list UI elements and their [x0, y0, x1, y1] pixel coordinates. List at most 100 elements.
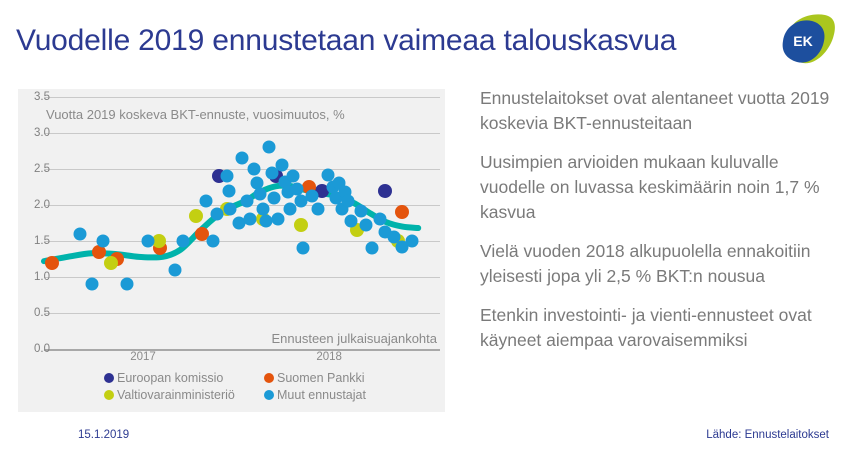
- scatter-point: [405, 234, 419, 248]
- scatter-point: [395, 205, 410, 220]
- scatter-point: [96, 234, 110, 248]
- scatter-point: [365, 241, 379, 255]
- legend-column-left: Euroopan komissio Valtiovarainministeriö: [104, 370, 235, 404]
- scatter-point: [305, 189, 319, 203]
- scatter-point: [281, 185, 295, 199]
- gridline: [44, 133, 440, 134]
- y-axis-tick-label: 2.0: [34, 199, 50, 211]
- scatter-point: [92, 244, 107, 259]
- y-axis-tick-label: 1.5: [34, 235, 50, 247]
- y-axis-tick-label: 1.0: [34, 271, 50, 283]
- footer-date: 15.1.2019: [78, 429, 130, 441]
- legend-item-label: Valtiovarainministeriö: [117, 388, 235, 402]
- gridline: [44, 277, 440, 278]
- scatter-point: [283, 202, 297, 216]
- scatter-point: [85, 277, 99, 291]
- x-axis-tick-label: 2017: [130, 351, 156, 363]
- scatter-point: [265, 166, 279, 180]
- scatter-point: [250, 176, 264, 190]
- scatter-point: [296, 241, 310, 255]
- scatter-point: [267, 191, 281, 205]
- scatter-point: [104, 255, 119, 270]
- x-axis-tick-label: 2018: [316, 351, 342, 363]
- scatter-point: [275, 158, 289, 172]
- scatter-point: [271, 212, 285, 226]
- bullet-item: Uusimpien arvioiden mukaan kuluvalle vuo…: [480, 152, 820, 222]
- legend-item[interactable]: Suomen Pankki: [264, 370, 366, 386]
- bullet-list: Ennustelaitokset ovat alentaneet vuotta …: [480, 86, 835, 367]
- scatter-point: [247, 162, 261, 176]
- chart-panel: Vuotta 2019 koskeva BKT-ennuste, vuosimu…: [18, 89, 445, 412]
- scatter-point: [359, 218, 373, 232]
- scatter-point: [243, 212, 257, 226]
- page-title: Vuodelle 2019 ennustetaan vaimeaa talous…: [16, 24, 677, 57]
- scatter-point: [151, 234, 166, 248]
- footer-source: Lähde: Ennustelaitokset: [706, 429, 829, 441]
- plot-area: 3.5 3.0 2.5 2.0 1.5 1.0 0.5 0.0: [34, 91, 440, 355]
- y-axis-tick-label: 3.0: [34, 127, 50, 139]
- scatter-point: [232, 216, 246, 230]
- ek-logo-graphic: EK: [782, 14, 835, 64]
- legend-swatch-icon: [104, 390, 114, 400]
- scatter-point: [199, 194, 213, 208]
- scatter-point: [206, 234, 220, 248]
- legend-swatch-icon: [104, 373, 114, 383]
- scatter-point: [286, 169, 300, 183]
- bullet-item: Vielä vuoden 2018 alkupuolella ennakoiti…: [480, 241, 811, 286]
- scatter-point: [377, 183, 392, 198]
- scatter-point: [321, 168, 335, 182]
- slide-header: Vuodelle 2019 ennustetaan vaimeaa talous…: [0, 0, 847, 82]
- scatter-point: [235, 151, 249, 165]
- scatter-point: [344, 214, 358, 228]
- scatter-point: [210, 207, 224, 221]
- ek-logo: EK: [779, 12, 837, 70]
- scatter-point: [240, 194, 254, 208]
- y-axis-tick-label: 3.5: [34, 91, 50, 103]
- scatter-point: [293, 218, 308, 233]
- scatter-point: [194, 226, 209, 241]
- scatter-point: [354, 204, 368, 218]
- gridline: [44, 349, 440, 351]
- ek-logo-text: EK: [793, 33, 812, 49]
- chart-title: Vuotta 2019 koskeva BKT-ennuste, vuosimu…: [46, 107, 345, 122]
- legend-item-label: Suomen Pankki: [277, 371, 365, 385]
- scatter-point: [222, 184, 236, 198]
- scatter-point: [341, 194, 355, 208]
- legend-column-right: Suomen Pankki Muut ennustajat: [264, 370, 366, 404]
- y-axis-tick-label: 0.5: [34, 307, 50, 319]
- scatter-point: [256, 202, 270, 216]
- scatter-point: [73, 227, 87, 241]
- scatter-point: [188, 208, 203, 223]
- scatter-point: [290, 182, 304, 196]
- scatter-point: [223, 202, 237, 216]
- legend-item[interactable]: Euroopan komissio: [104, 370, 235, 386]
- scatter-point: [373, 212, 387, 226]
- gridline: [44, 169, 440, 170]
- scatter-point: [253, 187, 267, 201]
- y-axis-tick-label: 2.5: [34, 163, 50, 175]
- legend-item[interactable]: Valtiovarainministeriö: [104, 387, 235, 403]
- y-axis-tick-label: 0.0: [34, 343, 50, 355]
- scatter-point: [44, 255, 59, 270]
- scatter-point: [311, 202, 325, 216]
- bullet-item: Ennustelaitokset ovat alentaneet vuotta …: [480, 88, 830, 133]
- bullet-item: Etenkin investointi- ja vienti-ennusteet…: [480, 305, 812, 350]
- scatter-point: [395, 240, 409, 254]
- x-axis-label: Ennusteen julkaisuajankohta: [271, 331, 437, 346]
- scatter-point: [262, 140, 276, 154]
- gridline: [44, 241, 440, 242]
- gridline: [44, 97, 440, 98]
- scatter-point: [259, 214, 273, 228]
- scatter-point: [168, 263, 182, 277]
- legend-item-label: Muut ennustajat: [277, 388, 366, 402]
- scatter-point: [176, 234, 190, 248]
- gridline: [44, 313, 440, 314]
- scatter-point: [294, 194, 308, 208]
- scatter-point: [120, 277, 134, 291]
- legend-item-label: Euroopan komissio: [117, 371, 224, 385]
- legend-item[interactable]: Muut ennustajat: [264, 387, 366, 403]
- legend-swatch-icon: [264, 390, 274, 400]
- legend-swatch-icon: [264, 373, 274, 383]
- scatter-point: [141, 234, 155, 248]
- scatter-point: [220, 169, 234, 183]
